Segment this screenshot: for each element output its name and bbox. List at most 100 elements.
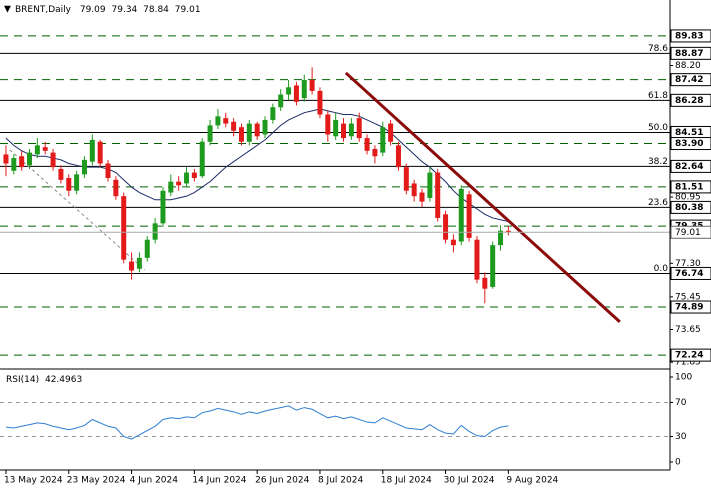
level-label-box (670, 93, 711, 107)
open-value: 79.09 (80, 5, 106, 15)
x-tick-label: 30 Jul 2024 (444, 476, 495, 486)
fib-label: 50.0 (648, 123, 668, 133)
rsi-name: RSI(14) (6, 375, 39, 385)
fib-label: 23.6 (648, 198, 668, 208)
level-label: 83.90 (675, 139, 703, 149)
candle-body (191, 172, 197, 179)
candle-body (246, 123, 252, 142)
current-price-box (670, 225, 711, 239)
candle-body (435, 172, 441, 218)
candle-body (42, 147, 48, 151)
candle-body (89, 139, 95, 162)
level-label-box (670, 73, 711, 87)
rsi-line (5, 405, 509, 440)
level-label-box (670, 46, 711, 60)
x-tick-label: 4 Jun 2024 (130, 476, 179, 486)
candle-body (121, 196, 127, 260)
high-value: 79.34 (112, 5, 138, 15)
candle-body (19, 156, 25, 168)
candle-body (286, 87, 292, 95)
level-label: 80.38 (675, 203, 703, 213)
y-tick-label: 75.45 (675, 292, 701, 302)
trendline (344, 71, 621, 324)
candle-body (238, 127, 244, 142)
candle-body (348, 123, 354, 137)
rsi-tick-label: 30 (675, 432, 687, 442)
level-label: 74.89 (675, 303, 703, 313)
chart-title: BRENT,Daily (15, 5, 72, 15)
rsi-last: 42.4963 (45, 375, 82, 385)
candle-body (58, 168, 64, 180)
candle-body (136, 257, 142, 269)
close-value: 79.01 (175, 5, 201, 15)
x-tick-label: 14 Jun 2024 (192, 476, 246, 486)
level-label-box (670, 180, 711, 194)
level-label: 84.51 (675, 128, 703, 138)
candle-body (380, 127, 386, 153)
rsi-tick-label: 0 (675, 458, 681, 468)
candle-body (231, 121, 237, 131)
candle-body (388, 123, 394, 142)
fib-label: 78.6 (648, 44, 668, 54)
candle-body (27, 152, 33, 166)
candle-body (223, 118, 229, 124)
level-label: 81.51 (675, 182, 703, 192)
candle-body (262, 119, 268, 135)
moving-average (5, 108, 509, 223)
level-label: 86.28 (675, 96, 703, 106)
candle-body (482, 277, 488, 289)
x-tick-label: 8 Jul 2024 (318, 476, 363, 486)
candle-body (74, 174, 80, 191)
candle-body (66, 178, 72, 191)
level-label-box (670, 29, 711, 43)
candle-body (411, 183, 417, 197)
candle-body (184, 172, 190, 184)
fib-label: 61.8 (648, 91, 668, 101)
candle-body (160, 190, 166, 224)
fib-label: 38.2 (648, 157, 668, 167)
candle-body (505, 230, 511, 233)
level-label: 82.64 (675, 162, 703, 172)
x-tick-label: 13 May 2024 (4, 476, 63, 486)
candle-body (498, 230, 504, 246)
candle-body (474, 239, 480, 280)
level-label-box (670, 266, 711, 280)
candle-body (450, 239, 456, 246)
candle-body (199, 141, 205, 177)
candle-body (293, 85, 299, 102)
rsi-tick-label: 70 (675, 398, 687, 408)
candle-body (427, 172, 433, 198)
level-label: 76.74 (675, 269, 703, 279)
candle-body (34, 145, 40, 155)
level-label-box (670, 348, 711, 362)
candle-body (129, 261, 135, 271)
candle-body (341, 123, 347, 139)
level-label: 87.42 (675, 75, 703, 85)
level-label-box (670, 137, 711, 151)
x-tick-label: 18 Jul 2024 (381, 476, 432, 486)
fib-label: 0.0 (654, 264, 669, 274)
candle-body (301, 80, 307, 99)
candle-body (403, 167, 409, 191)
candle-body (50, 152, 56, 168)
x-tick-label: 9 Aug 2024 (506, 476, 558, 486)
y-tick-label: 73.65 (675, 325, 701, 335)
candle-body (333, 119, 339, 137)
candle-body (11, 158, 17, 171)
rsi-title: RSI(14) 42.4963 (6, 375, 82, 385)
y-tick-label: 88.20 (675, 61, 701, 71)
candle-body (144, 239, 150, 258)
candle-body (215, 116, 221, 126)
candle-body (81, 159, 87, 175)
candle-body (3, 154, 9, 164)
candle-body (254, 123, 260, 137)
level-label-box (670, 200, 711, 214)
rsi-tick-label: 100 (675, 372, 692, 382)
level-label: 88.87 (675, 49, 703, 59)
level-label-box (670, 159, 711, 173)
candle-body (207, 125, 213, 142)
candle-body (152, 223, 158, 240)
candle-body (356, 118, 362, 139)
x-tick-label: 26 Jun 2024 (255, 476, 309, 486)
